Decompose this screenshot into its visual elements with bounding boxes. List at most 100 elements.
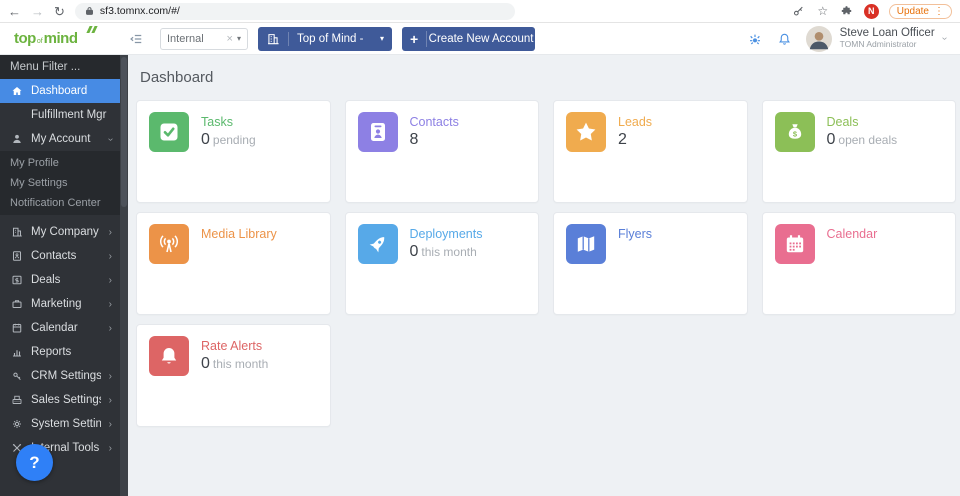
dollar-square-icon (10, 274, 23, 286)
browser-forward-icon[interactable]: → (31, 3, 44, 19)
calendar-icon (10, 322, 23, 334)
card-flyers[interactable]: Flyers (553, 212, 748, 315)
notifications-bell-icon[interactable] (777, 31, 792, 47)
account-dropdown-label: Top of Mind - (297, 32, 364, 45)
card-suffix: this month (212, 357, 269, 372)
key-icon (10, 370, 23, 382)
password-key-icon[interactable] (792, 4, 806, 18)
user-avatar (805, 25, 832, 52)
clear-icon[interactable]: × (226, 32, 233, 45)
address-bar[interactable]: sf3.tomnx.com/#/ (74, 2, 515, 20)
sidebar-item-my-account[interactable]: My Account › (0, 127, 120, 151)
sidebar-item-my-profile[interactable]: My Profile (0, 153, 120, 173)
sidebar-item-sales-settings[interactable]: Sales Settings › (0, 388, 120, 412)
sidebar-item-label: Reports (31, 346, 72, 358)
card-calendar[interactable]: Calendar (761, 212, 956, 315)
chrome-update-button[interactable]: Update ⋮ (888, 3, 952, 19)
briefcase-icon (10, 298, 23, 310)
sidebar-item-my-settings[interactable]: My Settings (0, 173, 120, 193)
browser-back-icon[interactable]: ← (8, 3, 21, 19)
page-title: Dashboard (140, 69, 214, 86)
sidebar-item-label: Dashboard (31, 85, 88, 97)
sidebar-item-notification-center[interactable]: Notification Center (0, 193, 120, 213)
menu-filter-input[interactable] (0, 55, 120, 79)
card-deals[interactable]: $ Deals 0 open deals (761, 100, 956, 203)
browser-reload-icon[interactable]: ↻ (54, 3, 65, 19)
workspace-select[interactable]: Internal × ▾ (160, 27, 248, 50)
sidebar-collapse-icon[interactable] (128, 32, 144, 46)
sidebar-item-crm-settings[interactable]: CRM Settings › (0, 364, 120, 388)
card-count: 8 (409, 131, 419, 149)
card-contacts[interactable]: Contacts 8 (344, 100, 539, 203)
sidebar-item-marketing[interactable]: Marketing › (0, 292, 120, 316)
card-count: 0 (201, 131, 210, 149)
bookmark-star-icon[interactable]: ☆ (817, 4, 829, 18)
card-suffix: open deals (838, 133, 898, 148)
logo-text-of: of (36, 38, 43, 45)
browser-profile-avatar[interactable]: N (863, 3, 879, 19)
sidebar-item-label: Contacts (31, 250, 77, 262)
user-chevron-icon: › (938, 36, 950, 41)
chevron-right-icon: › (108, 442, 112, 454)
card-count: 0 (409, 243, 419, 261)
create-account-label: Create New Account (428, 32, 534, 45)
sidebar-item-contacts[interactable]: Contacts › (0, 244, 120, 268)
card-deployments[interactable]: Deployments 0 this month (344, 212, 539, 315)
chevron-right-icon: › (108, 322, 112, 334)
card-label: Tasks (201, 114, 233, 129)
money-bag-icon: $ (774, 112, 815, 152)
card-rate-alerts[interactable]: Rate Alerts 0 this month (136, 324, 331, 427)
update-label: Update (896, 5, 929, 17)
chevron-right-icon: › (108, 226, 112, 238)
bar-chart-icon (10, 346, 23, 358)
lock-icon (85, 6, 94, 16)
sidebar-item-label: My Settings (10, 177, 68, 189)
card-tasks[interactable]: Tasks 0 pending (136, 100, 331, 203)
user-icon (10, 133, 23, 145)
card-label: Contacts (409, 114, 459, 129)
star-icon (566, 112, 606, 152)
company-building-icon (10, 226, 23, 238)
calendar-tile-icon (774, 224, 815, 264)
card-media-library[interactable]: Media Library (136, 212, 331, 315)
sidebar-item-dashboard[interactable]: Dashboard (0, 79, 120, 103)
sidebar-item-fulfillment-mgr[interactable]: Fulfillment Mgr (0, 103, 120, 127)
create-new-account-button[interactable]: + Create New Account (402, 26, 535, 51)
chevron-right-icon: › (108, 298, 112, 310)
chevron-right-icon: › (108, 370, 112, 382)
user-name: Steve Loan Officer (839, 27, 935, 39)
user-menu[interactable]: Steve Loan Officer TOMN Administrator › (805, 25, 950, 52)
account-dropdown-button[interactable]: Top of Mind - ▾ (258, 26, 392, 51)
user-role: TOMN Administrator (839, 39, 917, 50)
whats-new-spark-icon[interactable] (747, 31, 763, 47)
tasks-check-icon (149, 112, 189, 152)
my-account-submenu: My Profile My Settings Notification Cent… (0, 151, 120, 215)
card-label: Media Library (201, 226, 277, 241)
building-icon (258, 31, 289, 46)
help-button[interactable]: ? (16, 444, 53, 481)
logo-text-top: top (14, 30, 36, 47)
sidebar-scrollbar[interactable] (120, 55, 128, 496)
address-book-icon (10, 250, 23, 262)
sidebar-item-label: System Settings (31, 418, 101, 430)
gear-icon (10, 418, 23, 430)
sidebar-item-label: Deals (31, 274, 61, 286)
sidebar-item-label: My Profile (10, 157, 59, 169)
sidebar-item-system-settings[interactable]: System Settings › (0, 412, 120, 436)
sidebar-item-my-company[interactable]: My Company › (0, 220, 120, 244)
card-suffix: this month (421, 245, 477, 260)
sidebar-item-label: Notification Center (10, 197, 101, 209)
app-header: top of mind Internal × ▾ Top of Mind - ▾… (0, 23, 960, 55)
sidebar-item-label: CRM Settings (31, 370, 101, 382)
top-of-mind-logo[interactable]: top of mind (0, 26, 120, 47)
sidebar-item-calendar[interactable]: Calendar › (0, 316, 120, 340)
sidebar-item-reports[interactable]: Reports (0, 340, 120, 364)
sidebar-item-label: Marketing (31, 298, 82, 310)
workspace-select-value: Internal (167, 32, 204, 45)
extensions-puzzle-icon[interactable] (840, 4, 854, 18)
card-count: 0 (201, 355, 210, 373)
chevron-right-icon: › (108, 394, 112, 406)
sidebar-item-deals[interactable]: Deals › (0, 268, 120, 292)
logo-mark (86, 26, 98, 33)
card-leads[interactable]: Leads 2 (553, 100, 748, 203)
